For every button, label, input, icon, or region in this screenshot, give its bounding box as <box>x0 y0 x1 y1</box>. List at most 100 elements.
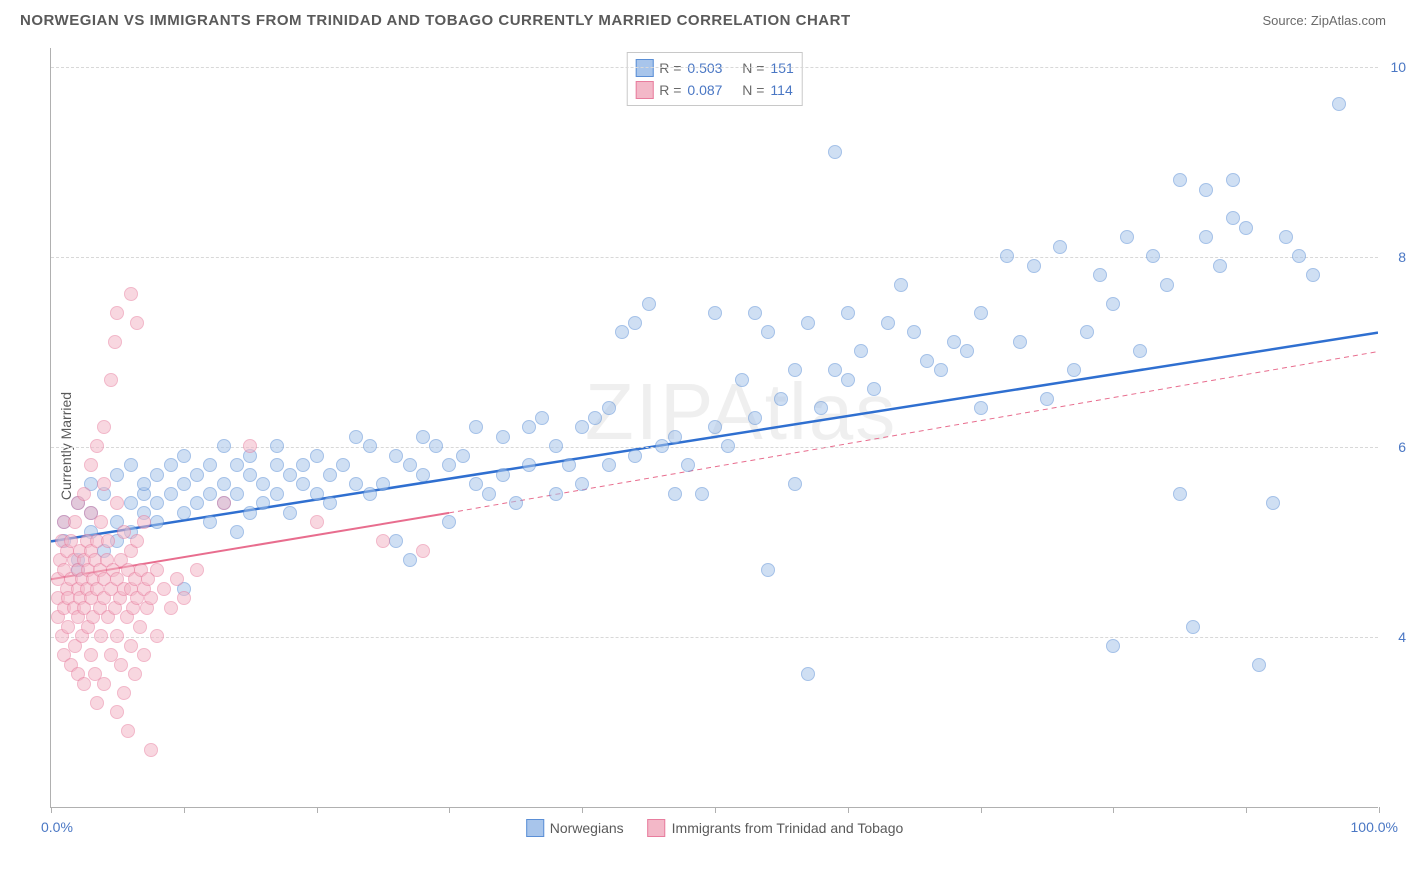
scatter-point <box>296 477 310 491</box>
scatter-point <box>562 458 576 472</box>
scatter-point <box>389 534 403 548</box>
scatter-point <box>1252 658 1266 672</box>
scatter-point <box>137 515 151 529</box>
scatter-point <box>128 667 142 681</box>
scatter-point <box>575 477 589 491</box>
scatter-point <box>177 506 191 520</box>
scatter-point <box>133 620 147 634</box>
scatter-point <box>389 449 403 463</box>
x-tick <box>1246 807 1247 813</box>
scatter-point <box>323 496 337 510</box>
scatter-point <box>114 658 128 672</box>
scatter-point <box>482 487 496 501</box>
scatter-point <box>110 705 124 719</box>
scatter-point <box>1226 173 1240 187</box>
scatter-point <box>230 525 244 539</box>
scatter-point <box>615 325 629 339</box>
scatter-point <box>310 487 324 501</box>
legend-swatch <box>648 819 666 837</box>
scatter-point <box>177 477 191 491</box>
scatter-point <box>668 487 682 501</box>
x-tick <box>582 807 583 813</box>
legend-label: Norwegians <box>550 820 624 836</box>
scatter-point <box>310 449 324 463</box>
scatter-point <box>735 373 749 387</box>
x-tick <box>715 807 716 813</box>
scatter-point <box>110 496 124 510</box>
scatter-point <box>310 515 324 529</box>
scatter-point <box>84 458 98 472</box>
scatter-point <box>788 363 802 377</box>
scatter-point <box>1106 639 1120 653</box>
scatter-point <box>721 439 735 453</box>
scatter-point <box>1146 249 1160 263</box>
scatter-point <box>681 458 695 472</box>
scatter-point <box>549 487 563 501</box>
scatter-point <box>761 325 775 339</box>
scatter-point <box>1013 335 1027 349</box>
scatter-point <box>403 458 417 472</box>
scatter-point <box>177 591 191 605</box>
scatter-point <box>442 458 456 472</box>
scatter-point <box>157 582 171 596</box>
scatter-point <box>1067 363 1081 377</box>
scatter-point <box>190 563 204 577</box>
scatter-point <box>1332 97 1346 111</box>
scatter-point <box>496 468 510 482</box>
scatter-point <box>108 335 122 349</box>
x-tick <box>1379 807 1380 813</box>
x-tick <box>449 807 450 813</box>
scatter-point <box>655 439 669 453</box>
stats-legend-row: R =0.503 N =151 <box>635 57 794 79</box>
scatter-point <box>628 316 642 330</box>
scatter-point <box>144 591 158 605</box>
legend-item: Immigrants from Trinidad and Tobago <box>648 819 904 837</box>
scatter-point <box>1292 249 1306 263</box>
scatter-point <box>230 458 244 472</box>
scatter-point <box>522 458 536 472</box>
scatter-point <box>124 287 138 301</box>
scatter-point <box>1133 344 1147 358</box>
scatter-point <box>854 344 868 358</box>
scatter-point <box>1266 496 1280 510</box>
scatter-point <box>761 563 775 577</box>
scatter-point <box>1199 183 1213 197</box>
scatter-point <box>867 382 881 396</box>
scatter-point <box>101 534 115 548</box>
scatter-point <box>97 477 111 491</box>
scatter-point <box>243 468 257 482</box>
scatter-point <box>90 696 104 710</box>
scatter-point <box>283 468 297 482</box>
scatter-point <box>336 458 350 472</box>
scatter-point <box>1226 211 1240 225</box>
scatter-point <box>256 496 270 510</box>
stats-legend: R =0.503 N =151R =0.087 N =114 <box>626 52 803 106</box>
scatter-point <box>1160 278 1174 292</box>
scatter-point <box>296 458 310 472</box>
scatter-point <box>788 477 802 491</box>
chart-plot-area: ZIPAtlas R =0.503 N =151R =0.087 N =114 … <box>50 48 1378 808</box>
scatter-point <box>137 648 151 662</box>
scatter-point <box>363 439 377 453</box>
legend-swatch <box>635 59 653 77</box>
y-tick-label: 60.0% <box>1383 439 1406 455</box>
scatter-point <box>217 477 231 491</box>
chart-source: Source: ZipAtlas.com <box>1262 13 1386 28</box>
chart-title: NORWEGIAN VS IMMIGRANTS FROM TRINIDAD AN… <box>20 12 851 29</box>
scatter-point <box>94 515 108 529</box>
stats-legend-row: R =0.087 N =114 <box>635 79 794 101</box>
scatter-point <box>270 487 284 501</box>
scatter-point <box>642 297 656 311</box>
scatter-point <box>456 449 470 463</box>
scatter-point <box>230 487 244 501</box>
scatter-point <box>150 496 164 510</box>
scatter-point <box>602 458 616 472</box>
scatter-point <box>164 458 178 472</box>
scatter-point <box>117 686 131 700</box>
scatter-point <box>124 496 138 510</box>
scatter-point <box>947 335 961 349</box>
scatter-point <box>150 515 164 529</box>
gridline <box>51 257 1378 258</box>
scatter-point <box>190 496 204 510</box>
scatter-point <box>920 354 934 368</box>
